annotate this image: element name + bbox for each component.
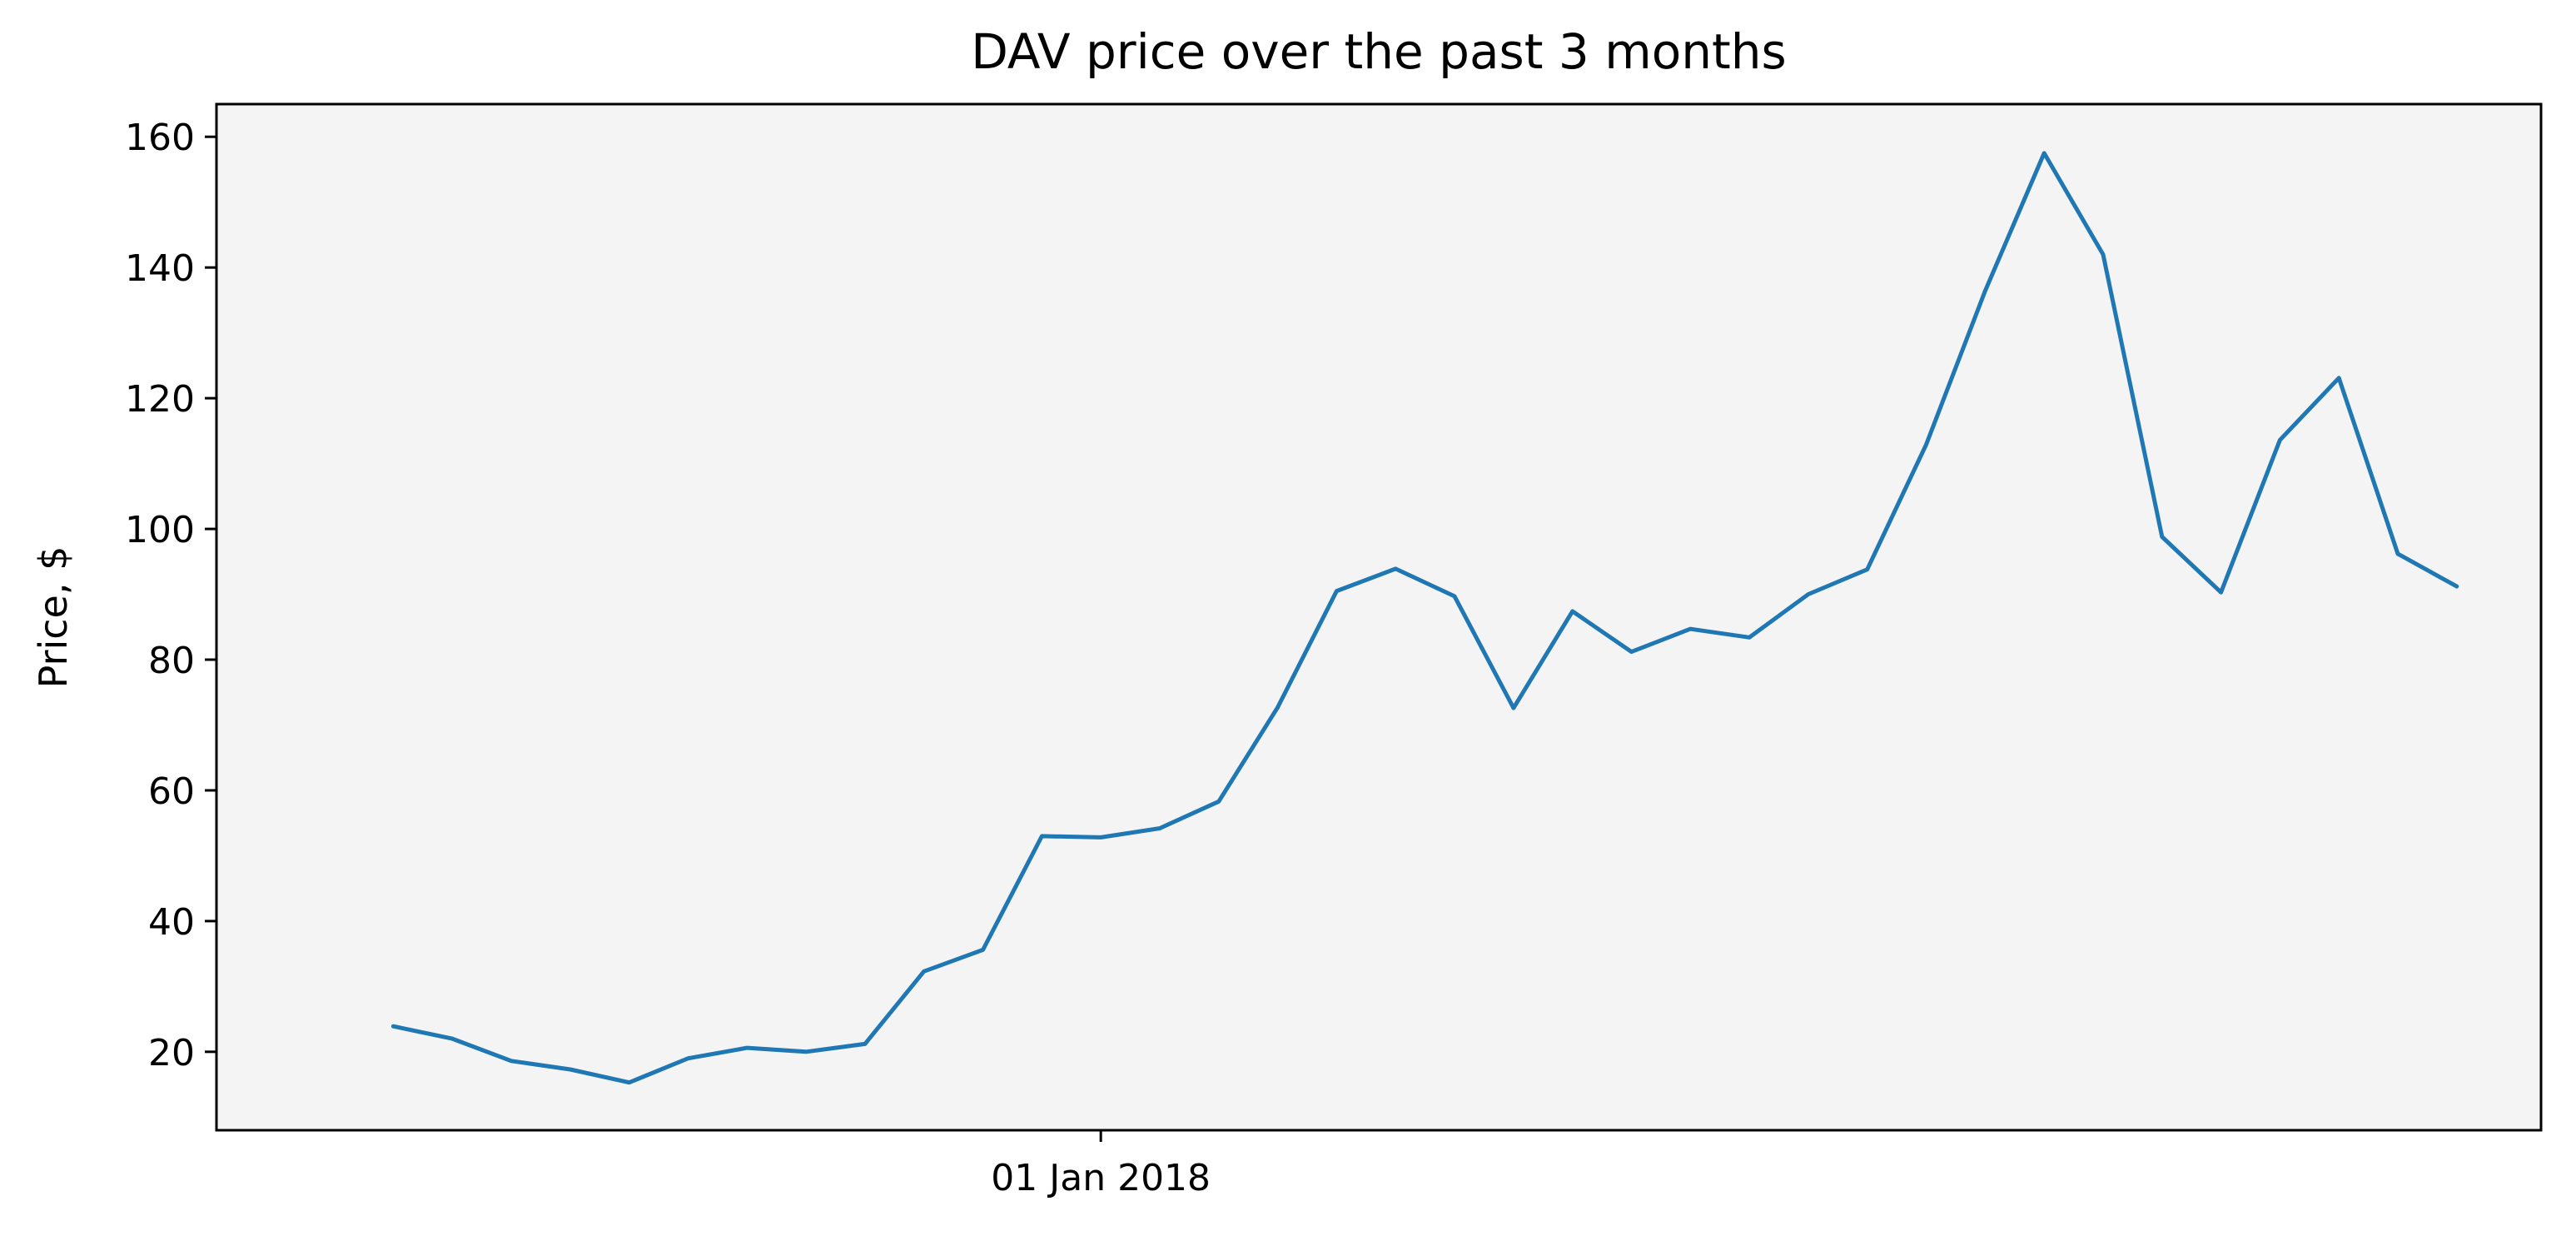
y-tick-label: 140 bbox=[125, 247, 195, 290]
price-line bbox=[390, 151, 2459, 1085]
plot-background bbox=[216, 104, 2541, 1130]
chart-title: DAV price over the past 3 months bbox=[971, 23, 1786, 80]
y-tick-label: 160 bbox=[125, 117, 195, 159]
y-tick-label: 80 bbox=[148, 640, 195, 682]
x-axis-ticks: 01 Jan 2018 bbox=[991, 1130, 1211, 1199]
y-tick-label: 120 bbox=[125, 378, 195, 421]
plot-frame bbox=[215, 102, 2543, 1132]
y-axis-ticks: 20 40 60 80 100 120 140 160 bbox=[125, 117, 216, 1074]
x-tick-label: 01 Jan 2018 bbox=[991, 1157, 1211, 1199]
y-tick-label: 60 bbox=[148, 770, 195, 813]
y-tick-label: 100 bbox=[125, 509, 195, 551]
y-tick-label: 40 bbox=[148, 901, 195, 944]
y-tick-label: 20 bbox=[148, 1032, 195, 1074]
y-axis-label: Price, $ bbox=[31, 546, 76, 689]
